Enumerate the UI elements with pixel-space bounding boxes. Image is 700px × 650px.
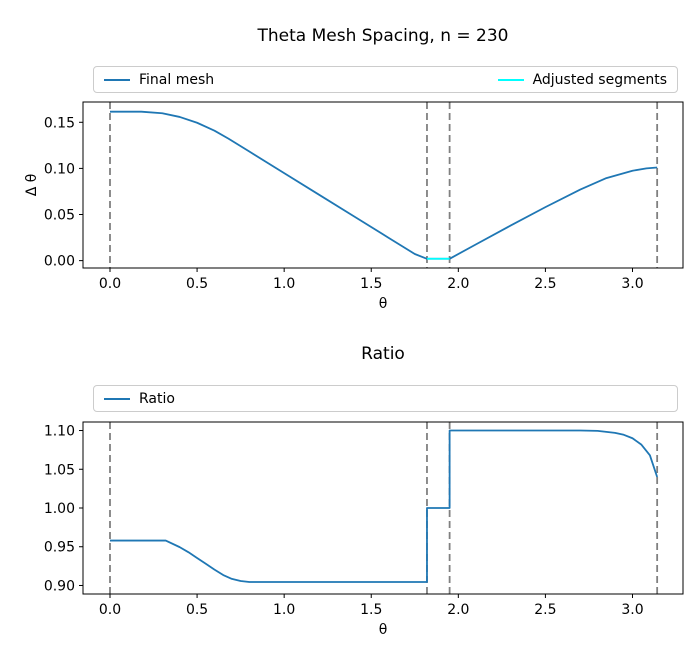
y-tick-label: 0.00	[44, 254, 75, 270]
legend-label: Final mesh	[139, 71, 215, 88]
y-tick-label: 0.15	[44, 115, 75, 131]
final-mesh-line	[109, 110, 658, 260]
x-tick-label: 0.0	[99, 602, 121, 618]
x-tick-label: 2.0	[447, 276, 469, 292]
legend-entry-final-mesh: Final mesh	[104, 73, 214, 87]
y-tick-label: 1.10	[44, 424, 75, 440]
ratio-line	[109, 429, 659, 583]
x-tick-label: 1.0	[273, 602, 295, 618]
x-tick-label: 1.5	[360, 276, 382, 292]
legend-entry-ratio: Ratio	[104, 392, 175, 406]
adjusted-segments-legend-line-icon	[497, 78, 524, 81]
x-tick-label: 3.0	[621, 276, 643, 292]
top-chart-title: Theta Mesh Spacing, n = 230	[257, 26, 509, 46]
final-mesh-legend-line-icon	[104, 78, 130, 81]
y-tick-label: 0.95	[44, 540, 75, 556]
bottom-chart-legend: Ratio	[93, 385, 678, 412]
legend-label: Ratio	[139, 390, 175, 407]
legend-label: Adjusted segments	[532, 71, 667, 88]
x-tick-label: 1.5	[360, 602, 382, 618]
x-tick-label: 0.5	[186, 602, 208, 618]
bottom-chart-title: Ratio	[361, 344, 405, 364]
y-tick-label: 1.05	[44, 462, 75, 478]
x-tick-label: 1.0	[273, 276, 295, 292]
y-tick-label: 0.05	[44, 208, 75, 224]
legend-entry-adjusted-segments: Adjusted segments	[497, 71, 667, 88]
x-tick-label: 2.0	[447, 602, 469, 618]
top-chart-legend: Final mesh Adjusted segments	[93, 66, 678, 93]
y-tick-label: 1.00	[44, 501, 75, 517]
axes-frame	[82, 101, 684, 269]
x-tick-label: 0.5	[186, 276, 208, 292]
axes-frame	[82, 421, 684, 595]
x-tick-label: 2.5	[534, 602, 556, 618]
x-tick-label: 2.5	[534, 276, 556, 292]
ratio-legend-line-icon	[104, 397, 130, 400]
y-tick-label: 0.90	[44, 578, 75, 594]
y-tick-label: 0.10	[44, 161, 75, 177]
x-tick-label: 0.0	[99, 276, 121, 292]
x-tick-label: 3.0	[621, 602, 643, 618]
bottom-chart-xlabel: θ	[378, 622, 388, 638]
top-chart-xlabel: θ	[378, 296, 388, 312]
